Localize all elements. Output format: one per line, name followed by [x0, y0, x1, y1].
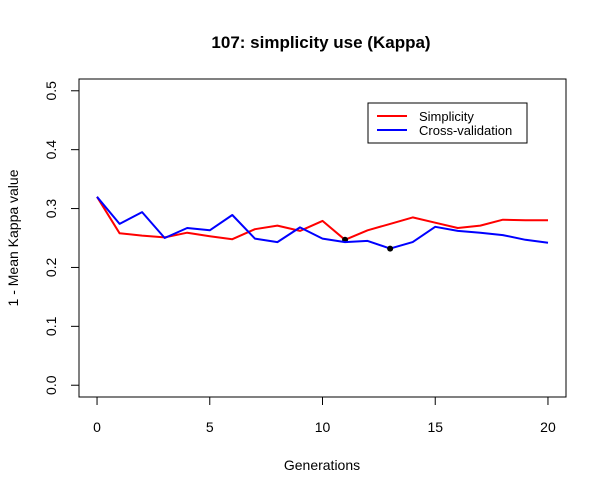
x-tick-label: 15 [427, 419, 443, 435]
y-tick-label: 0.0 [43, 375, 59, 395]
x-axis: 0 5 10 15 20 [93, 396, 556, 435]
y-axis: 0.0 0.1 0.2 0.3 0.4 0.5 [43, 81, 80, 395]
legend-box [367, 102, 528, 144]
y-tick-label: 0.2 [43, 258, 59, 278]
x-tick-label: 5 [206, 419, 214, 435]
x-tick-label: 20 [540, 419, 556, 435]
y-tick-label: 0.5 [43, 81, 59, 101]
series-layer [96, 196, 549, 252]
y-tick-label: 0.1 [43, 316, 59, 336]
series-point-2 [387, 245, 394, 252]
series-line-2 [96, 196, 549, 250]
series-line-1 [96, 196, 548, 241]
y-axis-label: 1 - Mean Kappa value [5, 169, 21, 306]
x-tick-label: 10 [315, 419, 331, 435]
x-tick-label: 0 [93, 419, 101, 435]
legend-label-1: Simplicity [419, 109, 474, 124]
chart-title: 107: simplicity use (Kappa) [211, 33, 430, 52]
y-tick-label: 0.4 [43, 140, 59, 160]
legend-label-2: Cross-validation [419, 123, 512, 138]
x-axis-label: Generations [284, 457, 360, 473]
y-tick-label: 0.3 [43, 199, 59, 219]
